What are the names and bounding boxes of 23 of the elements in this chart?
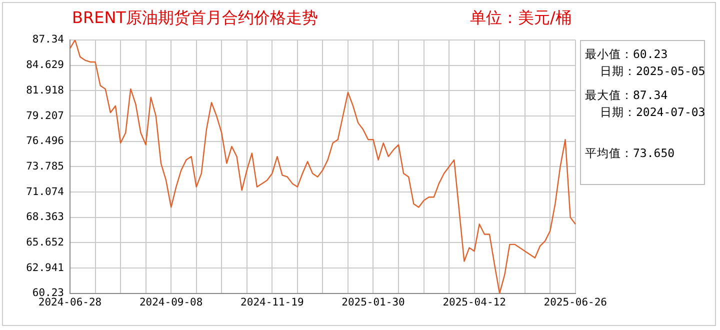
y-tick-label: 87.34 [32,34,64,46]
y-tick-label: 71.074 [26,186,64,198]
y-tick-label: 68.363 [26,211,64,224]
text: 日期：2024-07-03 [599,104,706,120]
x-tick-label: 2025-01-30 [342,296,405,308]
y-tick-label: 81.918 [26,84,64,96]
y-tick-label: 79.207 [26,110,64,122]
x-tick-label: 2025-04-12 [442,296,506,308]
y-tick-label: 76.496 [26,135,64,148]
text: 日期：2025-05-05 [599,64,706,80]
x-tick-label: 2024-11-19 [240,296,304,308]
x-tick-label: 2024-09-08 [139,296,203,308]
text: 平均值：73.650 [585,146,676,162]
x-tick-label: 2024-06-28 [38,296,102,308]
y-tick-label: 84.629 [26,59,64,72]
y-tick-label: 73.785 [26,160,64,172]
chart-title: BRENT原油期货首月合约价格走势 [72,8,318,29]
y-tick-label: 65.652 [26,236,64,248]
text: 最小值：60.23 [585,47,669,63]
text: 最大值：87.34 [585,88,669,104]
chart-subtitle: 单位：美元/桶 [470,8,572,29]
x-tick-label: 2025-06-26 [544,296,607,308]
y-tick-label: 62.941 [26,262,64,274]
